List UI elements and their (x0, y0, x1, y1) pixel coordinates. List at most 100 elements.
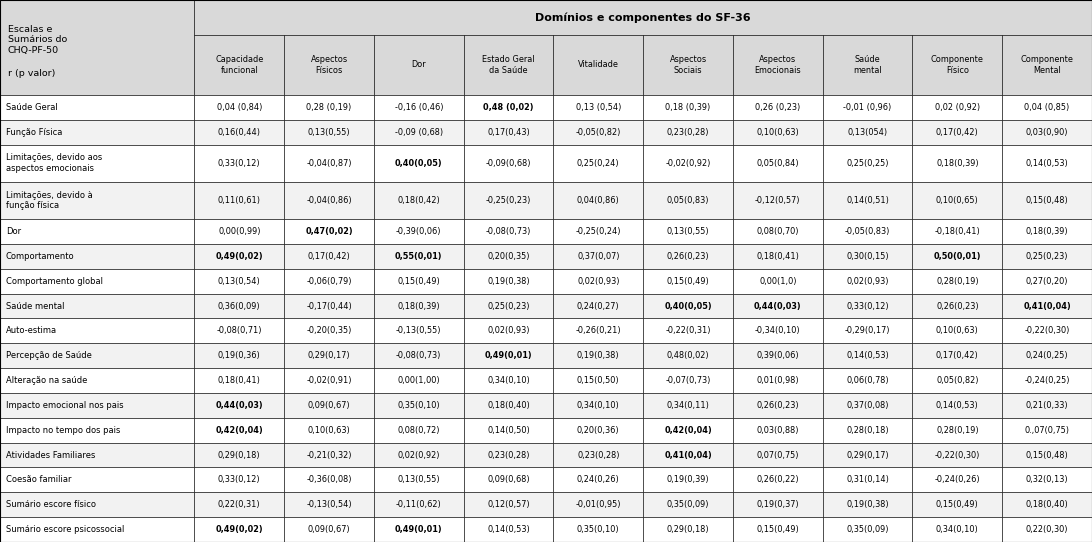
Bar (0, 368, 194, 393)
Bar (554, 294, 643, 318)
Bar (194, 269, 284, 294)
Bar (1002, 492, 1092, 517)
Bar (284, 318, 373, 343)
Text: 0,29(0,18): 0,29(0,18) (218, 450, 261, 460)
Bar (822, 120, 913, 145)
Text: 0,17(0,42): 0,17(0,42) (936, 351, 978, 360)
Text: Vitalidade: Vitalidade (578, 61, 619, 69)
Bar (284, 244, 373, 269)
Text: 0.,07(0,75): 0.,07(0,75) (1024, 425, 1070, 435)
Text: 0,34(0,11): 0,34(0,11) (666, 401, 710, 410)
Bar (554, 269, 643, 294)
Bar (554, 219, 643, 244)
Text: 0,14(0,50): 0,14(0,50) (487, 425, 530, 435)
Bar (464, 35, 554, 95)
Bar (913, 492, 1002, 517)
Bar (373, 95, 464, 120)
Bar (373, 269, 464, 294)
Bar (1002, 393, 1092, 418)
Text: -0,39(0,06): -0,39(0,06) (396, 227, 441, 236)
Bar (464, 492, 554, 517)
Text: 0,42(0,04): 0,42(0,04) (215, 425, 263, 435)
Text: -0,29(0,17): -0,29(0,17) (845, 326, 890, 335)
Bar (822, 269, 913, 294)
Bar (373, 182, 464, 219)
Bar (1002, 318, 1092, 343)
Bar (373, 443, 464, 467)
Text: 0,10(0,65): 0,10(0,65) (936, 196, 978, 205)
Bar (733, 492, 822, 517)
Text: 0,06(0,78): 0,06(0,78) (846, 376, 889, 385)
Text: 0,23(0,28): 0,23(0,28) (667, 127, 710, 137)
Bar (373, 35, 464, 95)
Text: 0,23(0,28): 0,23(0,28) (487, 450, 530, 460)
Bar (373, 492, 464, 517)
Bar (0, 244, 194, 269)
Bar (284, 418, 373, 443)
Text: 0,39(0,06): 0,39(0,06) (757, 351, 799, 360)
Bar (822, 492, 913, 517)
Bar (284, 467, 373, 492)
Text: 0,34(0,10): 0,34(0,10) (577, 401, 619, 410)
Text: 0,03(0,88): 0,03(0,88) (757, 425, 799, 435)
Bar (1002, 467, 1092, 492)
Bar (194, 368, 284, 393)
Bar (1002, 95, 1092, 120)
Text: 0,26(0,23): 0,26(0,23) (757, 401, 799, 410)
Text: 0,44(0,03): 0,44(0,03) (753, 301, 802, 311)
Bar (643, 443, 733, 467)
Text: Limitações, devido à
função física: Limitações, devido à função física (5, 191, 93, 210)
Text: Saúde mental: Saúde mental (5, 301, 64, 311)
Bar (554, 418, 643, 443)
Text: 0,49(0,01): 0,49(0,01) (395, 525, 442, 534)
Text: Alteração na saúde: Alteração na saúde (5, 376, 87, 385)
Bar (554, 343, 643, 368)
Text: Aspectos
Sociais: Aspectos Sociais (669, 55, 707, 75)
Text: 0,37(0,08): 0,37(0,08) (846, 401, 889, 410)
Text: 0,09(0,67): 0,09(0,67) (308, 401, 351, 410)
Text: -0,24(0,25): -0,24(0,25) (1024, 376, 1070, 385)
Text: -0,09 (0,68): -0,09 (0,68) (394, 127, 443, 137)
Bar (643, 35, 733, 95)
Text: 0,18(0,39): 0,18(0,39) (936, 159, 978, 167)
Text: 0,25(0,23): 0,25(0,23) (1025, 252, 1068, 261)
Bar (913, 418, 1002, 443)
Text: 0,15(0,50): 0,15(0,50) (577, 376, 619, 385)
Bar (733, 393, 822, 418)
Bar (373, 418, 464, 443)
Text: 0,33(0,12): 0,33(0,12) (846, 301, 889, 311)
Text: 0,31(0,14): 0,31(0,14) (846, 475, 889, 485)
Bar (0, 219, 194, 244)
Text: 0,34(0,10): 0,34(0,10) (936, 525, 978, 534)
Bar (643, 244, 733, 269)
Text: 0,20(0,35): 0,20(0,35) (487, 252, 530, 261)
Text: 0,07(0,75): 0,07(0,75) (757, 450, 799, 460)
Text: -0,34(0,10): -0,34(0,10) (755, 326, 800, 335)
Text: -0,11(0,62): -0,11(0,62) (396, 500, 441, 509)
Bar (913, 182, 1002, 219)
Text: 0,35(0,09): 0,35(0,09) (667, 500, 710, 509)
Text: 0,22(0,31): 0,22(0,31) (218, 500, 261, 509)
Bar (822, 294, 913, 318)
Text: Função Física: Função Física (5, 127, 62, 137)
Bar (822, 517, 913, 542)
Bar (0, 492, 194, 517)
Bar (464, 343, 554, 368)
Text: 0,49(0,02): 0,49(0,02) (215, 525, 263, 534)
Bar (643, 120, 733, 145)
Bar (0, 393, 194, 418)
Text: 0,04 (0,84): 0,04 (0,84) (216, 103, 262, 112)
Text: Comportamento: Comportamento (5, 252, 74, 261)
Bar (194, 35, 284, 95)
Text: 0,13(0,54): 0,13(0,54) (218, 276, 261, 286)
Bar (733, 145, 822, 182)
Bar (822, 343, 913, 368)
Text: -0,13(0,55): -0,13(0,55) (396, 326, 441, 335)
Text: 0,26(0,23): 0,26(0,23) (936, 301, 978, 311)
Text: 0,40(0,05): 0,40(0,05) (664, 301, 712, 311)
Bar (194, 244, 284, 269)
Text: Impacto no tempo dos pais: Impacto no tempo dos pais (5, 425, 120, 435)
Text: 0,35(0,09): 0,35(0,09) (846, 525, 889, 534)
Text: 0,49(0,02): 0,49(0,02) (215, 252, 263, 261)
Text: 0,15(0,49): 0,15(0,49) (397, 276, 440, 286)
